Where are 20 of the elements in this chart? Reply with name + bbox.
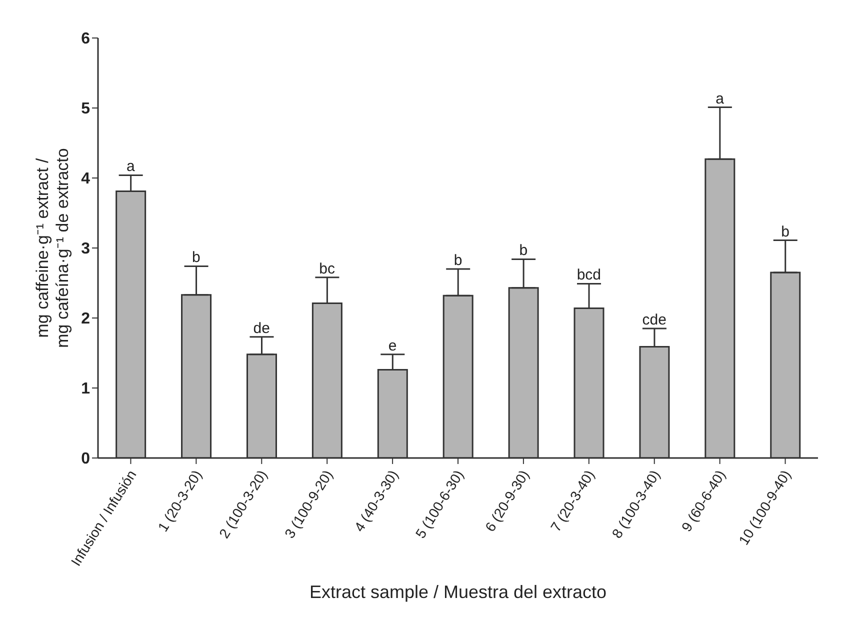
annotation: cde — [642, 312, 666, 328]
y-tick-label: 3 — [81, 240, 90, 258]
annotation: b — [519, 242, 528, 260]
y-tick-label: 2 — [81, 310, 90, 328]
annotation: bcd — [576, 266, 602, 284]
y-axis-title: mg caffeine·g⁻¹ extract / mg cafeína·g⁻¹ de extracto — [33, 148, 72, 348]
y-tick-label: 5 — [81, 100, 90, 118]
annotation: a — [716, 90, 725, 108]
annotation: a — [126, 158, 136, 176]
x-axis-title: Extract sample / Muestra del extracto — [309, 582, 607, 602]
annotation: bc — [319, 260, 336, 278]
annotation: b — [781, 223, 790, 240]
annotation: b — [192, 249, 200, 266]
annotation: e — [388, 337, 397, 354]
y-tick-label: 0 — [81, 450, 90, 468]
annotation: b — [454, 252, 462, 269]
y-tick-label: 1 — [81, 380, 90, 398]
y-tick-label: 4 — [81, 170, 90, 188]
y-tick-label: 6 — [81, 30, 90, 48]
annotation: de — [253, 320, 270, 337]
